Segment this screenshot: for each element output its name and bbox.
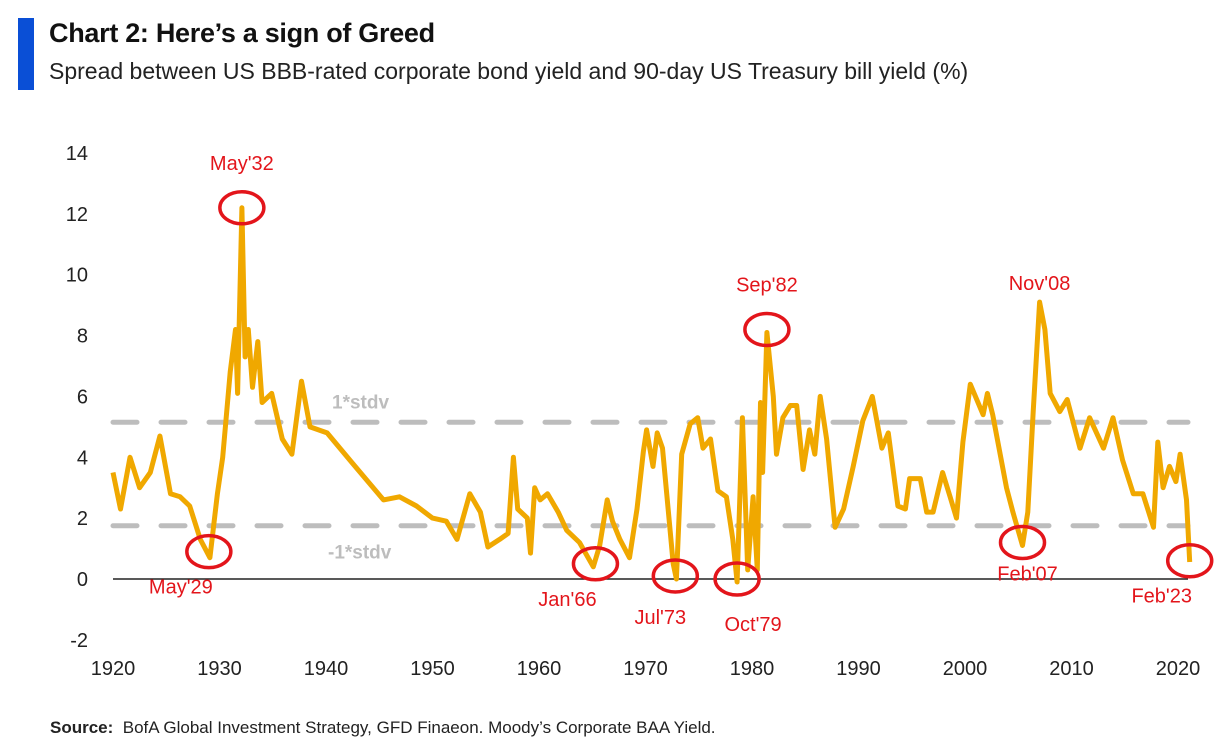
annotation-label: Feb'23 <box>1131 586 1192 608</box>
annotation-circle <box>571 546 620 582</box>
annotation-circle <box>1165 542 1214 579</box>
x-tick-label: 1960 <box>517 658 562 680</box>
annotation-label: Feb'07 <box>997 563 1058 585</box>
spread-series-line <box>110 205 1193 585</box>
annotation-circle <box>713 561 761 597</box>
chart-subtitle: Spread between US BBB-rated corporate bo… <box>49 58 969 84</box>
x-tick-label: 1920 <box>91 658 136 680</box>
x-tick-label: 1950 <box>410 658 455 680</box>
annotation-label: Sep'82 <box>736 274 798 296</box>
x-tick-label: 1940 <box>304 658 349 680</box>
y-tick-label: 10 <box>66 265 88 287</box>
x-tick-label: 1990 <box>836 658 881 680</box>
source-note: Source: BofA Global Investment Strategy,… <box>50 718 716 738</box>
y-tick-label: -2 <box>70 630 88 652</box>
accent-bar <box>18 18 34 90</box>
y-tick-label: 2 <box>77 508 88 530</box>
x-tick-label: 1980 <box>730 658 775 680</box>
y-tick-label: 0 <box>77 569 88 591</box>
annotation-label: Nov'08 <box>1009 273 1071 295</box>
source-text: BofA Global Investment Strategy, GFD Fin… <box>122 718 716 737</box>
annotation-circle <box>185 533 233 570</box>
annotation-label: Oct'79 <box>724 614 781 636</box>
x-tick-label: 2000 <box>943 658 988 680</box>
annotation-circle <box>651 558 700 594</box>
source-label: Source: <box>50 718 114 737</box>
y-tick-label: 12 <box>66 204 88 226</box>
y-tick-label: 14 <box>66 143 88 165</box>
annotation-label: May'29 <box>149 577 213 599</box>
annotation-circle <box>743 311 791 348</box>
stdv-label: -1*stdv <box>328 543 392 564</box>
y-tick-label: 8 <box>77 326 88 348</box>
x-tick-label: 2020 <box>1156 658 1201 680</box>
annotation-label: May'32 <box>210 153 274 175</box>
y-tick-label: 6 <box>77 386 88 408</box>
x-tick-label: 1970 <box>623 658 668 680</box>
annotation-circle <box>998 524 1047 561</box>
annotation-circle <box>218 190 266 226</box>
annotation-label: Jul'73 <box>634 607 686 629</box>
annotation-label: Jan'66 <box>538 589 596 611</box>
x-tick-label: 1930 <box>197 658 242 680</box>
x-tick-label: 2010 <box>1049 658 1094 680</box>
y-tick-label: 4 <box>77 447 88 469</box>
chart-title: Chart 2: Here’s a sign of Greed <box>49 18 435 48</box>
stdv-label: 1*stdv <box>332 392 389 413</box>
